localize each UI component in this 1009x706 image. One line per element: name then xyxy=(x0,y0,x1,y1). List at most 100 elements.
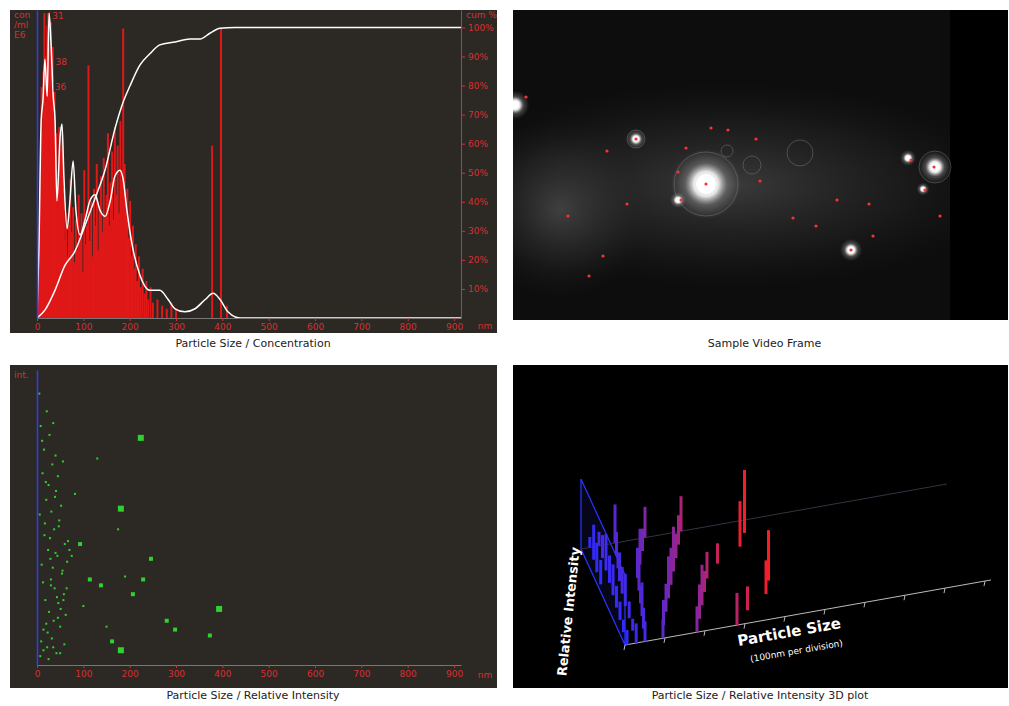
tick-mark xyxy=(176,318,177,321)
track-marker xyxy=(524,95,527,98)
label-patch xyxy=(51,11,64,21)
diffraction-ring xyxy=(627,130,645,148)
tick-label: 800 xyxy=(400,669,417,679)
point xyxy=(63,643,65,645)
label-patch xyxy=(54,82,68,92)
tick-label: 500 xyxy=(261,322,278,332)
bar-series xyxy=(588,470,770,645)
tick-label: 100% xyxy=(468,23,494,33)
tick-mark xyxy=(269,665,270,668)
bar xyxy=(631,619,634,631)
point xyxy=(66,587,68,589)
tick-mark xyxy=(461,231,465,232)
tick-label: 70% xyxy=(468,110,488,120)
bar xyxy=(156,300,158,318)
tick-label: 300 xyxy=(168,669,185,679)
point xyxy=(51,463,53,465)
tick: 40% xyxy=(461,197,488,207)
tick-label: 0 xyxy=(35,322,41,332)
tick-mark xyxy=(454,318,455,321)
tick-mark xyxy=(461,115,465,116)
tick-mark xyxy=(984,581,985,586)
y-axis-title: Relative Intensity xyxy=(554,546,583,677)
tick-mark xyxy=(222,665,223,668)
tick-label: 700 xyxy=(353,669,370,679)
point xyxy=(165,619,169,623)
y-axis-title: E6 xyxy=(14,30,26,40)
bar xyxy=(619,602,622,620)
track-marker xyxy=(754,137,757,140)
point xyxy=(58,519,60,521)
point xyxy=(216,606,222,612)
bar xyxy=(63,189,65,318)
caption: Sample Video Frame xyxy=(708,337,822,350)
point xyxy=(50,578,52,580)
point xyxy=(42,581,44,583)
track-marker xyxy=(709,126,712,129)
particle-glow xyxy=(513,91,529,120)
tick-label: 300 xyxy=(168,322,185,332)
line-series xyxy=(37,13,461,318)
point xyxy=(50,511,52,513)
plot-area xyxy=(37,13,461,318)
point xyxy=(47,549,49,551)
x-axis-note: (100nm per division) xyxy=(749,638,843,664)
x-axis-title: nm xyxy=(478,670,492,680)
point xyxy=(45,623,47,625)
track-marker xyxy=(634,137,637,140)
tick-mark xyxy=(904,595,905,600)
point xyxy=(43,449,45,451)
tick-label: 400 xyxy=(214,669,231,679)
y-axis-title: con xyxy=(14,10,30,20)
point xyxy=(57,617,59,619)
tick-mark xyxy=(130,318,131,321)
point xyxy=(149,557,153,561)
caption: Particle Size / Relative Intensity xyxy=(166,689,340,702)
particle-glow xyxy=(917,183,930,196)
label-patch xyxy=(55,57,69,67)
y2-axis-title: cum % xyxy=(466,10,497,20)
point xyxy=(138,435,144,441)
track-marker xyxy=(758,179,761,182)
point xyxy=(67,540,69,542)
tick: 500 xyxy=(261,318,278,332)
track-marker xyxy=(679,198,682,201)
point xyxy=(48,484,50,486)
tick-mark xyxy=(83,665,84,668)
track-marker xyxy=(871,234,874,237)
tick-label: 900 xyxy=(446,322,463,332)
point xyxy=(124,576,126,578)
particle-glow xyxy=(900,150,916,166)
point xyxy=(106,626,108,628)
point xyxy=(208,634,212,638)
tick-label: 0 xyxy=(35,669,41,679)
particle-core xyxy=(931,163,940,172)
tick-label: 30% xyxy=(468,226,488,236)
y-axis xyxy=(37,11,38,319)
tick-label: 80% xyxy=(468,81,488,91)
point-series xyxy=(38,393,222,660)
bar xyxy=(144,293,146,318)
bar xyxy=(595,543,598,572)
point xyxy=(68,549,70,551)
point xyxy=(65,614,67,616)
tick-mark xyxy=(461,289,465,290)
point xyxy=(39,655,41,657)
track-marker xyxy=(587,274,590,277)
tick-mark xyxy=(461,260,465,261)
track-marker xyxy=(605,149,608,152)
bar xyxy=(601,535,604,558)
tick: 600 xyxy=(307,318,324,332)
point xyxy=(71,555,73,557)
bar xyxy=(140,287,142,318)
point xyxy=(173,628,177,632)
bar xyxy=(136,281,138,318)
point xyxy=(55,490,57,492)
tick-mark xyxy=(704,631,705,636)
tick: 800 xyxy=(400,318,417,332)
tick-mark xyxy=(824,609,825,614)
point xyxy=(48,611,50,613)
tick-mark xyxy=(624,645,625,650)
haze xyxy=(513,120,650,300)
axis-line xyxy=(38,318,462,319)
